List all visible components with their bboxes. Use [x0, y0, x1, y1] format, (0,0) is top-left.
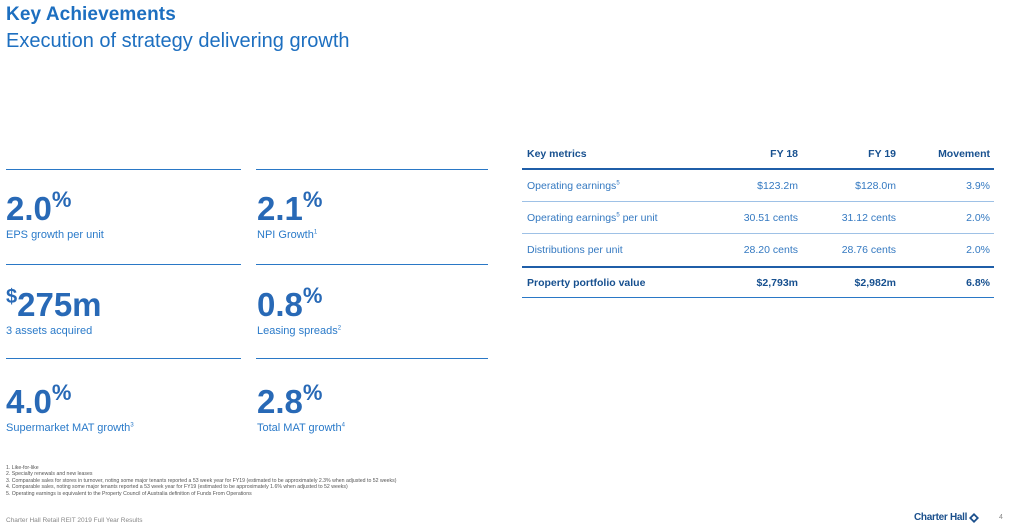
kpi-leasing-spreads: 0.8% Leasing spreads2: [257, 283, 342, 338]
brand-name: Charter Hall: [914, 512, 968, 523]
metric-name: Distributions per unit: [527, 244, 623, 256]
page-subtitle: Execution of strategy delivering growth: [6, 30, 350, 52]
metric-name: Property portfolio value: [527, 276, 646, 289]
kpi-label: Total MAT growth4: [257, 422, 345, 434]
kpi-label: Supermarket MAT growth3: [6, 422, 134, 434]
fy19-value: 28.76 cents: [841, 244, 896, 256]
footnotes: 1. Like-for-like 2. Specialty renewals a…: [6, 465, 396, 497]
kpi-npi-growth: 2.1% NPI Growth1: [257, 187, 323, 242]
page-title: Key Achievements: [6, 4, 176, 25]
header-key-metrics: Key metrics: [527, 148, 587, 160]
kpi-total-mat: 2.8% Total MAT growth4: [257, 380, 345, 435]
table-row-highlight: Property portfolio value $2,793m $2,982m…: [522, 266, 994, 298]
fy18-value: 30.51 cents: [743, 211, 798, 224]
table-row: Distributions per unit 28.20 cents 28.76…: [522, 234, 994, 266]
kpi-value: 4.0%: [6, 380, 72, 420]
kpi-label: EPS growth per unit: [6, 229, 104, 241]
kpi-divider: [256, 264, 488, 265]
brand-mark-icon: [969, 512, 980, 523]
footnote: 2. Specialty renewals and new leases: [6, 471, 93, 478]
metric-name: Operating earnings5: [527, 179, 620, 192]
header-fy18: FY 18: [770, 148, 798, 160]
metric-name: Operating earnings5 per unit: [527, 211, 658, 224]
brand-logo: Charter Hall: [914, 512, 980, 523]
movement-value: 6.8%: [966, 276, 990, 289]
kpi-eps-growth: 2.0% EPS growth per unit: [6, 187, 104, 242]
table-row: Operating earnings5 per unit 30.51 cents…: [522, 202, 994, 234]
fy18-value: $123.2m: [757, 179, 798, 192]
fy18-value: 28.20 cents: [743, 244, 798, 256]
kpi-supermarket-mat: 4.0% Supermarket MAT growth3: [6, 380, 134, 435]
kpi-divider: [256, 358, 488, 359]
kpi-value: $275m: [6, 286, 102, 323]
kpi-value: 2.8%: [257, 380, 323, 420]
kpi-value: 0.8%: [257, 283, 323, 323]
movement-value: 3.9%: [966, 179, 990, 192]
fy19-value: 31.12 cents: [841, 211, 896, 224]
kpi-divider: [6, 358, 241, 359]
kpi-assets-acquired: $275m 3 assets acquired: [6, 286, 102, 337]
fy19-value: $2,982m: [854, 276, 896, 289]
movement-value: 2.0%: [966, 244, 990, 256]
kpi-divider: [6, 169, 241, 170]
kpi-value: 2.1%: [257, 187, 323, 227]
kpi-value: 2.0%: [6, 187, 72, 227]
kpi-label: 3 assets acquired: [6, 325, 93, 337]
footnote: 5. Operating earnings is equivalent to t…: [6, 490, 252, 497]
movement-value: 2.0%: [966, 211, 990, 224]
table-row: Operating earnings5 $123.2m $128.0m 3.9%: [522, 170, 994, 202]
fy19-value: $128.0m: [855, 179, 896, 192]
kpi-divider: [256, 169, 488, 170]
kpi-label: Leasing spreads2: [257, 325, 342, 337]
kpi-label: NPI Growth1: [257, 229, 318, 241]
header-movement: Movement: [938, 148, 990, 160]
footnote: 3. Comparable sales for stores in turnov…: [6, 477, 397, 484]
kpi-divider: [6, 264, 241, 265]
header-fy19: FY 19: [868, 148, 896, 160]
footer-text: Charter Hall Retail REIT 2019 Full Year …: [6, 517, 143, 524]
table-header-row: Key metrics FY 18 FY 19 Movement: [522, 140, 994, 170]
footnote: 1. Like-for-like: [6, 465, 39, 471]
fy18-value: $2,793m: [756, 276, 798, 289]
page-number: 4: [999, 514, 1003, 521]
key-metrics-table: Key metrics FY 18 FY 19 Movement Operati…: [522, 140, 994, 298]
footnote: 4. Comparable sales, noting some major t…: [6, 484, 348, 491]
